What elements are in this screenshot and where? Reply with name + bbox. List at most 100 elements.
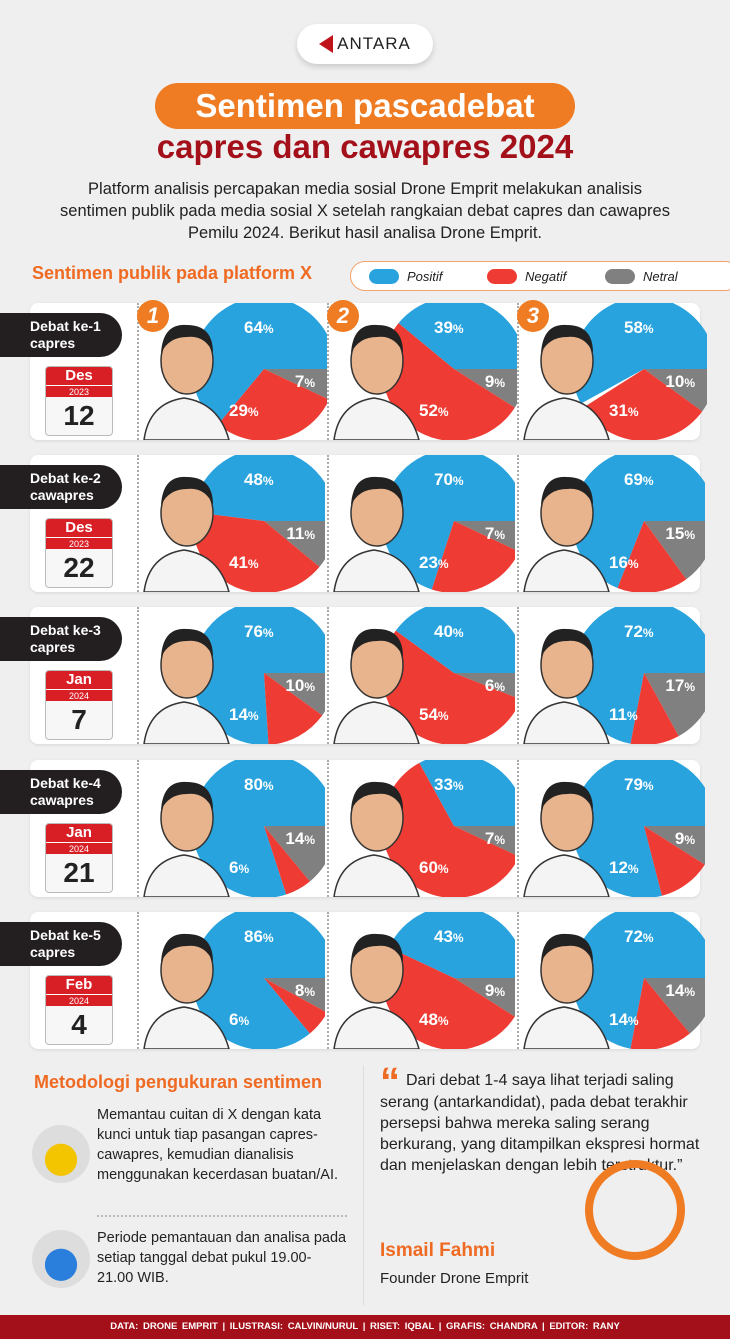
pie-cell: 64% 7% 29% 1 — [137, 300, 327, 440]
debate-label: Debat ke-2 — [30, 470, 101, 486]
unit: % — [238, 862, 250, 876]
data-label-negatif: 14% — [229, 705, 259, 725]
pie-slice-negatif — [192, 511, 320, 592]
debate-type: capres — [30, 944, 76, 960]
pie-slice-positif — [572, 303, 707, 404]
data-label-netral: 10% — [665, 372, 695, 392]
pie-slice-netral — [264, 826, 325, 882]
candidate-number-badge: 1 — [137, 300, 169, 332]
data-value: 17 — [665, 676, 685, 695]
candidate-portrait — [333, 476, 420, 592]
pie-slice-negatif — [431, 521, 515, 592]
legend-label: Netral — [643, 268, 678, 284]
data-label-positif: 33% — [434, 775, 464, 795]
unit: % — [238, 1014, 250, 1028]
pie-chart — [523, 455, 705, 592]
pie-slice-netral — [264, 978, 325, 1012]
data-value: 23 — [419, 553, 438, 572]
pie-slice-negatif — [264, 978, 325, 1034]
legend-label: Negatif — [525, 268, 567, 284]
data-value: 48 — [419, 1010, 438, 1029]
data-value: 11 — [609, 705, 627, 724]
data-value: 7 — [294, 372, 305, 391]
pie-slice-positif — [395, 607, 515, 673]
pie-slice-negatif — [382, 630, 515, 744]
candidate-portrait — [333, 933, 420, 1049]
data-label-positif: 72% — [624, 927, 654, 947]
antara-logo: ANTARA — [297, 24, 433, 64]
data-value: 72 — [624, 927, 643, 946]
calendar-year: 2023 — [46, 385, 112, 397]
unit: % — [437, 405, 449, 419]
unit: % — [262, 474, 274, 488]
data-value: 54 — [419, 705, 438, 724]
data-label-netral: 10% — [285, 676, 315, 696]
data-label-positif: 76% — [244, 622, 274, 642]
quote-text: Dari debat 1-4 saya lihat terjadi saling… — [380, 1072, 700, 1174]
legend-item-negatif: Negatif — [487, 268, 605, 284]
pie-slice-netral — [454, 369, 517, 408]
data-value: 7 — [484, 829, 495, 848]
debate-row: Debat ke-2 cawapres Des 2023 22 48% 11% 41% 70%… — [0, 455, 730, 592]
legend: Positif Negatif Netral — [350, 261, 730, 291]
unit: % — [262, 626, 274, 640]
pie-slice-netral — [454, 978, 515, 1017]
unit: % — [684, 528, 695, 542]
data-label-negatif: 12% — [609, 858, 639, 878]
debate-row: Debat ke-4 cawapres Jan 2024 21 80% 14% 6% 33% 7… — [0, 760, 730, 897]
data-label-netral: 11% — [286, 524, 315, 544]
candidate-portrait — [523, 933, 610, 1049]
candidate-number-badge: 2 — [327, 300, 359, 332]
data-value: 14 — [665, 981, 685, 1000]
unit: % — [262, 322, 274, 336]
data-label-positif: 79% — [624, 775, 654, 795]
pie-cell: 69% 15% 16% — [517, 455, 705, 592]
antara-logo-icon — [319, 35, 334, 53]
calendar-year: 2023 — [46, 537, 112, 549]
unit: % — [452, 931, 464, 945]
quote-author: Ismail Fahmi — [380, 1240, 496, 1261]
candidate-portrait — [523, 781, 610, 897]
pie-slice-negatif — [630, 673, 679, 744]
unit: % — [437, 862, 449, 876]
unit: % — [247, 557, 259, 571]
debate-label: Debat ke-1 — [30, 318, 101, 334]
data-label-positif: 64% — [244, 318, 274, 338]
data-label-netral: 17% — [665, 676, 695, 696]
unit: % — [642, 931, 654, 945]
debate-row: Debat ke-1 capres Des 2023 12 64% 7% 29% 1 39% 9%… — [0, 300, 730, 440]
data-label-netral: 9% — [675, 829, 695, 849]
data-label-positif: 48% — [244, 470, 274, 490]
unit: % — [626, 709, 638, 723]
data-label-netral: 9% — [485, 981, 505, 1001]
data-label-positif: 58% — [624, 318, 654, 338]
calendar-day: 21 — [63, 857, 95, 888]
data-label-netral: 15% — [665, 524, 695, 544]
data-label-netral: 14% — [285, 829, 315, 849]
candidate-portrait — [523, 628, 610, 744]
candidate-portrait — [523, 476, 610, 592]
data-label-positif: 86% — [244, 927, 274, 947]
data-value: 6 — [484, 676, 495, 695]
data-label-positif: 72% — [624, 622, 654, 642]
pie-slice-positif — [572, 607, 705, 744]
unit: % — [494, 376, 505, 390]
data-value: 40 — [434, 622, 453, 641]
data-label-negatif: 54% — [419, 705, 449, 725]
data-value: 9 — [484, 981, 495, 1000]
pie-slice-negatif — [617, 521, 687, 592]
data-label-positif: 39% — [434, 318, 464, 338]
pie-cell: 72% 14% 14% — [517, 912, 705, 1049]
unit: % — [247, 709, 259, 723]
legend-label: Positif — [407, 268, 443, 284]
data-value: 58 — [624, 318, 643, 337]
pie-chart — [523, 303, 707, 440]
calendar-year: 2024 — [46, 842, 112, 854]
debate-label: Debat ke-5 — [30, 927, 101, 943]
data-value: 10 — [285, 676, 305, 695]
pie-slice-netral — [454, 521, 515, 550]
unit: % — [304, 376, 315, 390]
pie-chart — [333, 760, 515, 897]
debate-tag: Debat ke-4 cawapres — [0, 770, 122, 814]
unit: % — [247, 405, 259, 419]
